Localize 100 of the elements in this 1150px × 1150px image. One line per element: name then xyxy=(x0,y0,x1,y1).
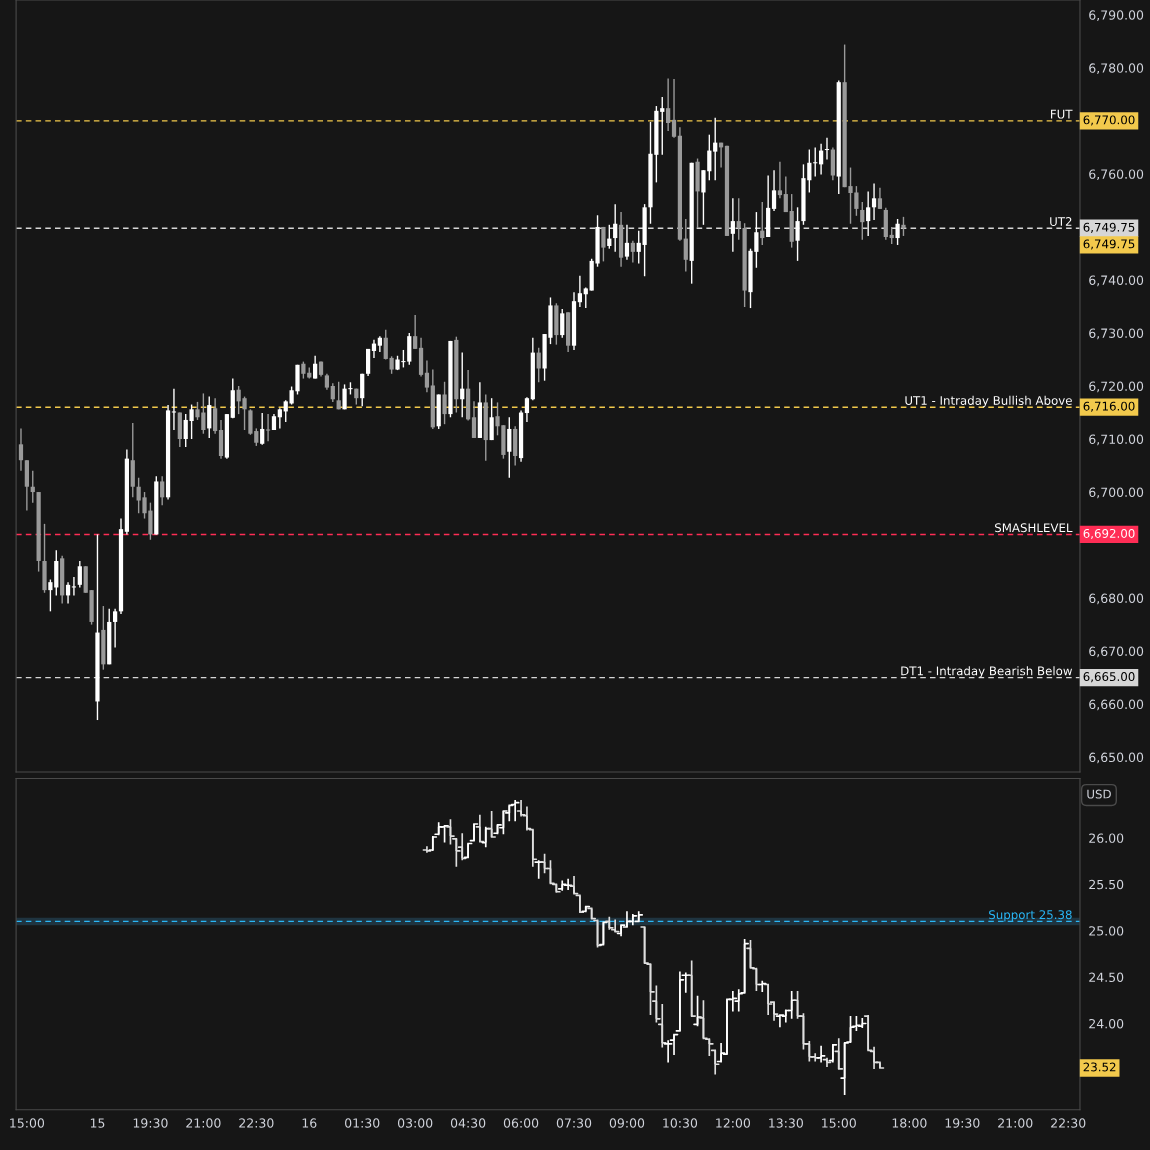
y-tick-label: 6,680.00 xyxy=(1089,593,1144,605)
y-tick-label: 6,650.00 xyxy=(1089,752,1144,764)
text: 6,749.75 xyxy=(1083,239,1135,250)
x-tick-label: 16 xyxy=(302,1118,317,1128)
y-tick-label: 6,740.00 xyxy=(1089,275,1144,287)
candlestick xyxy=(442,381,447,425)
candlestick xyxy=(901,216,906,237)
y-tick-label: 25.00 xyxy=(1089,926,1124,936)
y-tick-label: 6,720.00 xyxy=(1089,381,1144,393)
candlestick xyxy=(207,395,212,439)
y-tick-label: 6,790.00 xyxy=(1089,10,1144,22)
candlestick xyxy=(877,187,883,210)
candlestick xyxy=(313,355,318,380)
x-tick-label: 21:00 xyxy=(998,1118,1033,1128)
candlestick xyxy=(581,904,591,913)
candlestick xyxy=(422,845,432,854)
candlestick xyxy=(818,142,824,176)
candlestick xyxy=(671,78,677,139)
candlestick xyxy=(342,383,347,411)
ref-line-label: FUT xyxy=(1051,109,1073,119)
x-tick-label: 07:30 xyxy=(556,1118,592,1128)
candlestick xyxy=(507,416,512,479)
candlestick xyxy=(265,413,271,442)
candlestick xyxy=(330,382,335,403)
candlestick xyxy=(895,218,900,246)
candlestick xyxy=(660,96,665,156)
candlestick xyxy=(775,1013,785,1029)
candlestick xyxy=(630,240,635,264)
candlestick xyxy=(336,381,341,411)
candlestick xyxy=(860,201,865,241)
ref-line-label: DT1 - Intraday Bearish Below xyxy=(901,666,1073,678)
candlestick xyxy=(713,117,718,181)
text: 6,749.75 xyxy=(1083,222,1135,233)
y-tick-label: 25.50 xyxy=(1089,879,1124,890)
y-tick-label: 26.00 xyxy=(1089,833,1124,843)
candlestick xyxy=(583,286,588,309)
x-tick-label: 18:00 xyxy=(892,1118,927,1128)
y-tick-label: 24.00 xyxy=(1089,1018,1124,1029)
text: 6,692.00 xyxy=(1083,528,1135,540)
candlestick xyxy=(213,397,218,435)
candlestick xyxy=(577,275,583,308)
candlestick xyxy=(736,197,741,241)
candlestick xyxy=(760,201,765,246)
candlestick xyxy=(757,979,767,993)
candlestick xyxy=(471,400,477,439)
x-tick-label: 21:00 xyxy=(186,1118,221,1128)
x-tick-label: 10:30 xyxy=(663,1118,698,1128)
text: 6,770.00 xyxy=(1083,115,1135,126)
y-tick-label: 6,780.00 xyxy=(1089,63,1144,75)
ref-line-label: SMASHLEVEL xyxy=(995,523,1073,533)
candlestick xyxy=(683,218,688,273)
candlestick xyxy=(424,359,430,394)
text: 6,665.00 xyxy=(1083,672,1135,683)
candlestick xyxy=(489,397,494,441)
x-tick-label: 19:30 xyxy=(133,1118,168,1128)
candlestick xyxy=(113,607,118,649)
candlestick xyxy=(866,190,871,237)
candlestick xyxy=(613,203,618,253)
y-tick-label: 24.50 xyxy=(1089,972,1124,983)
candlestick xyxy=(77,560,82,589)
candlestick xyxy=(171,387,177,431)
candlestick xyxy=(71,576,77,597)
candlestick xyxy=(666,77,671,132)
text: 6,716.00 xyxy=(1083,401,1135,412)
x-tick-label: 15 xyxy=(90,1118,105,1128)
candlestick xyxy=(771,169,777,212)
y-tick-label: 6,760.00 xyxy=(1089,169,1144,181)
y-tick-label: 6,710.00 xyxy=(1089,434,1144,446)
candlestick xyxy=(413,314,418,350)
candlestick xyxy=(871,182,877,221)
candlestick xyxy=(777,161,783,199)
candlestick xyxy=(536,347,541,383)
candlestick xyxy=(524,396,530,423)
y-tick-label: 6,730.00 xyxy=(1089,328,1144,340)
candlestick xyxy=(795,206,800,262)
y-tick-label: 6,700.00 xyxy=(1089,487,1144,499)
x-tick-label: 19:30 xyxy=(945,1118,980,1128)
x-tick-label: 09:00 xyxy=(609,1118,645,1128)
candlestick xyxy=(18,427,24,472)
x-tick-label: 04:30 xyxy=(450,1118,486,1128)
x-tick-label: 22:30 xyxy=(239,1118,274,1128)
candlestick xyxy=(607,224,612,250)
candlestick xyxy=(813,146,818,178)
candlestick xyxy=(560,308,565,339)
candlestick xyxy=(160,475,165,506)
y-tick-label: 6,670.00 xyxy=(1089,646,1144,658)
y-axis-title: USD xyxy=(1087,789,1111,799)
candlestick xyxy=(730,197,735,253)
candlestick xyxy=(383,329,388,361)
ref-line-label: UT1 - Intraday Bullish Above xyxy=(905,395,1072,408)
candlestick xyxy=(277,407,282,430)
x-tick-label: 12:00 xyxy=(716,1118,751,1128)
text: 23.52 xyxy=(1083,1062,1116,1072)
x-tick-label: 15:00 xyxy=(822,1118,856,1128)
x-tick-label: 13:30 xyxy=(769,1118,803,1128)
candlestick xyxy=(687,959,697,1018)
ref-line-label: UT2 xyxy=(1050,217,1072,226)
candlestick xyxy=(371,339,377,359)
x-tick-label: 03:00 xyxy=(397,1118,433,1128)
x-tick-label: 01:30 xyxy=(345,1118,380,1128)
